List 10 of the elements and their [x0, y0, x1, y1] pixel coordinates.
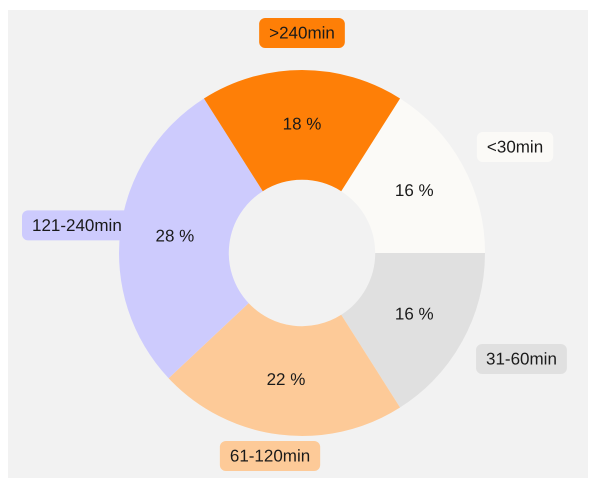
- slice-label: 121-240min: [32, 216, 122, 236]
- slice-label: <30min: [486, 138, 544, 157]
- data-label: 16 %: [394, 304, 434, 324]
- slice-label: >240min: [269, 24, 335, 43]
- data-label: 22 %: [266, 370, 306, 389]
- data-label: 18 %: [282, 114, 322, 134]
- slice-label: 31-60min: [486, 350, 557, 369]
- slice-label: 61-120min: [230, 446, 310, 466]
- data-label: 28 %: [156, 226, 194, 246]
- data-label: 16 %: [394, 180, 434, 200]
